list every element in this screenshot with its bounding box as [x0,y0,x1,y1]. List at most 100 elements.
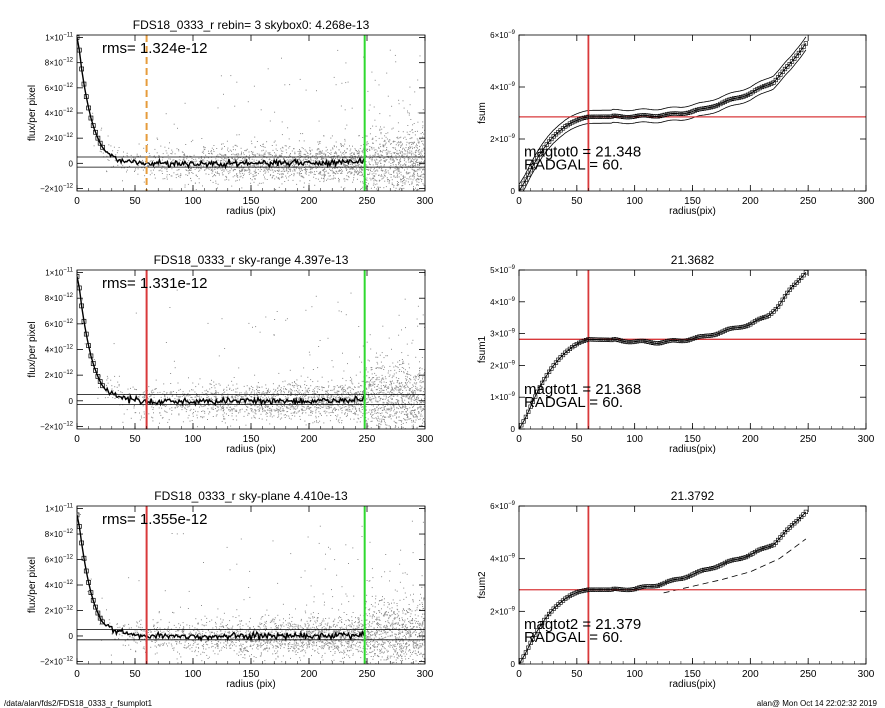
pixel-point [404,395,406,397]
pixel-point [225,400,227,402]
pixel-point [384,376,386,378]
pixel-point [290,153,291,154]
pixel-point [315,158,317,160]
pixel-point [158,407,160,409]
pixel-point [342,397,344,399]
pixel-point [387,95,389,97]
pixel-point [410,395,412,397]
pixel-point [346,409,348,411]
pixel-point [401,359,403,360]
pixel-point [326,391,328,393]
pixel-point [406,419,408,421]
pixel-point [398,382,400,384]
pixel-point [393,186,395,188]
pixel-point [329,178,331,180]
pixel-point [340,172,342,174]
pixel-point [317,396,319,398]
pixel-point [347,396,349,398]
pixel-point [294,397,295,399]
pixel-point [384,143,386,145]
pixel-point [419,367,421,369]
pixel-point [104,397,106,399]
pixel-point [415,383,417,385]
pixel-point [331,164,333,166]
pixel-point [413,404,415,406]
pixel-point [397,380,399,382]
pixel-point [141,160,143,162]
pixel-point [210,179,212,181]
pixel-point [296,183,298,185]
pixel-point [409,403,411,405]
pixel-point [416,158,418,160]
pixel-point [415,419,417,421]
pixel-point [341,422,343,424]
pixel-point [337,392,339,394]
pixel-point [393,406,395,408]
pixel-point [200,405,202,407]
pixel-point [257,162,258,164]
pixel-point [354,160,356,162]
pixel-point [161,173,163,174]
pixel-point [416,415,418,417]
pixel-point [423,184,425,186]
pixel-point [414,412,415,414]
pixel-point [289,403,291,404]
pixel-point [195,189,197,191]
pixel-point [397,122,399,124]
pixel-point [405,172,407,174]
pixel-point [391,157,393,159]
pixel-point [413,378,415,380]
pixel-point [424,326,425,328]
pixel-point [248,322,250,324]
radial-profile-line [77,37,366,170]
pixel-point [394,54,396,56]
pixel-point [372,409,374,411]
pixel-point [357,400,359,402]
pixel-point [388,375,390,377]
pixel-point [226,169,228,171]
fsum-point [727,97,732,102]
pixel-point [226,407,228,409]
pixel-point [418,163,420,165]
pixel-point [384,171,386,173]
pixel-point [219,404,221,406]
pixel-point [320,401,322,403]
pixel-point [318,165,320,167]
pixel-point [187,174,189,176]
pixel-point [162,165,164,167]
pixel-point [383,187,385,189]
pixel-point [416,170,418,172]
pixel-point [325,155,327,157]
pixel-point [418,164,420,166]
pixel-point [301,162,303,164]
pixel-point [397,402,399,404]
pixel-point [383,161,385,163]
pixel-point [423,144,424,146]
pixel-point [413,376,414,378]
pixel-point [236,174,238,176]
pixel-point [361,380,363,382]
pixel-point [365,155,367,157]
pixel-point [232,398,234,400]
pixel-point [401,399,403,401]
pixel-point [282,170,284,172]
pixel-point [305,168,306,170]
pixel-point [333,146,335,148]
pixel-point [392,127,394,129]
pixel-point [134,169,136,171]
pixel-point [387,409,389,411]
pixel-point [277,171,279,172]
pixel-point [383,146,385,148]
pixel-point [262,392,264,394]
pixel-point [150,160,152,162]
pixel-point [410,413,412,415]
pixel-point [263,169,265,171]
pixel-point [390,406,392,408]
pixel-point [288,161,290,163]
pixel-point [400,152,401,154]
pixel-point [329,168,331,170]
pixel-point [283,404,285,406]
pixel-point [225,154,226,155]
pixel-point [262,182,264,184]
pixel-point [260,413,262,415]
